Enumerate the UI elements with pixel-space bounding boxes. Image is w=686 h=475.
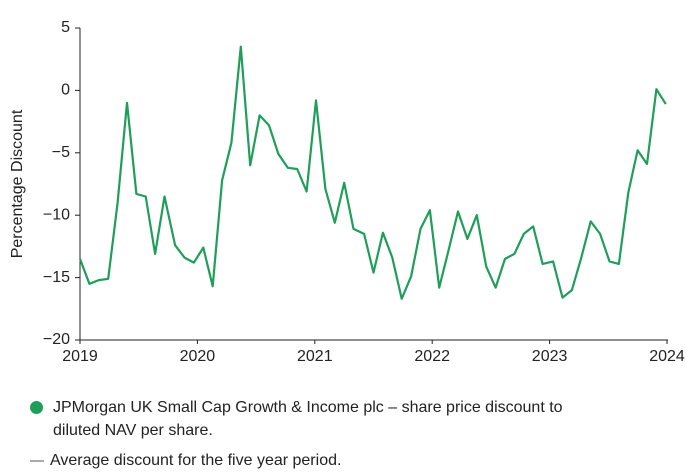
legend-text: JPMorgan UK Small Cap Growth & Income pl…	[53, 399, 563, 439]
x-tick-label: 2019	[62, 348, 98, 365]
legend-item: Average discount for the five year perio…	[30, 449, 341, 472]
y-tick-label: −10	[43, 206, 70, 223]
y-tick-label: −5	[52, 144, 70, 161]
y-tick-label: 0	[61, 82, 70, 99]
y-tick-label: 5	[61, 19, 70, 36]
legend-text: Average discount for the five year perio…	[50, 452, 342, 469]
x-tick-label: 2021	[297, 348, 333, 365]
x-tick-label: 2024	[649, 348, 685, 365]
y-axis-label: Percentage Discount	[9, 109, 26, 258]
x-tick-label: 2023	[532, 348, 568, 365]
data-line	[78, 45, 667, 300]
legend-item: JPMorgan UK Small Cap Growth & Income pl…	[30, 396, 650, 442]
x-tick-label: 2022	[414, 348, 450, 365]
x-tick-label: 2020	[180, 348, 216, 365]
y-tick-label: −20	[43, 331, 70, 348]
legend-marker	[30, 459, 44, 462]
legend-marker	[30, 401, 43, 414]
y-tick-label: −15	[43, 269, 70, 286]
